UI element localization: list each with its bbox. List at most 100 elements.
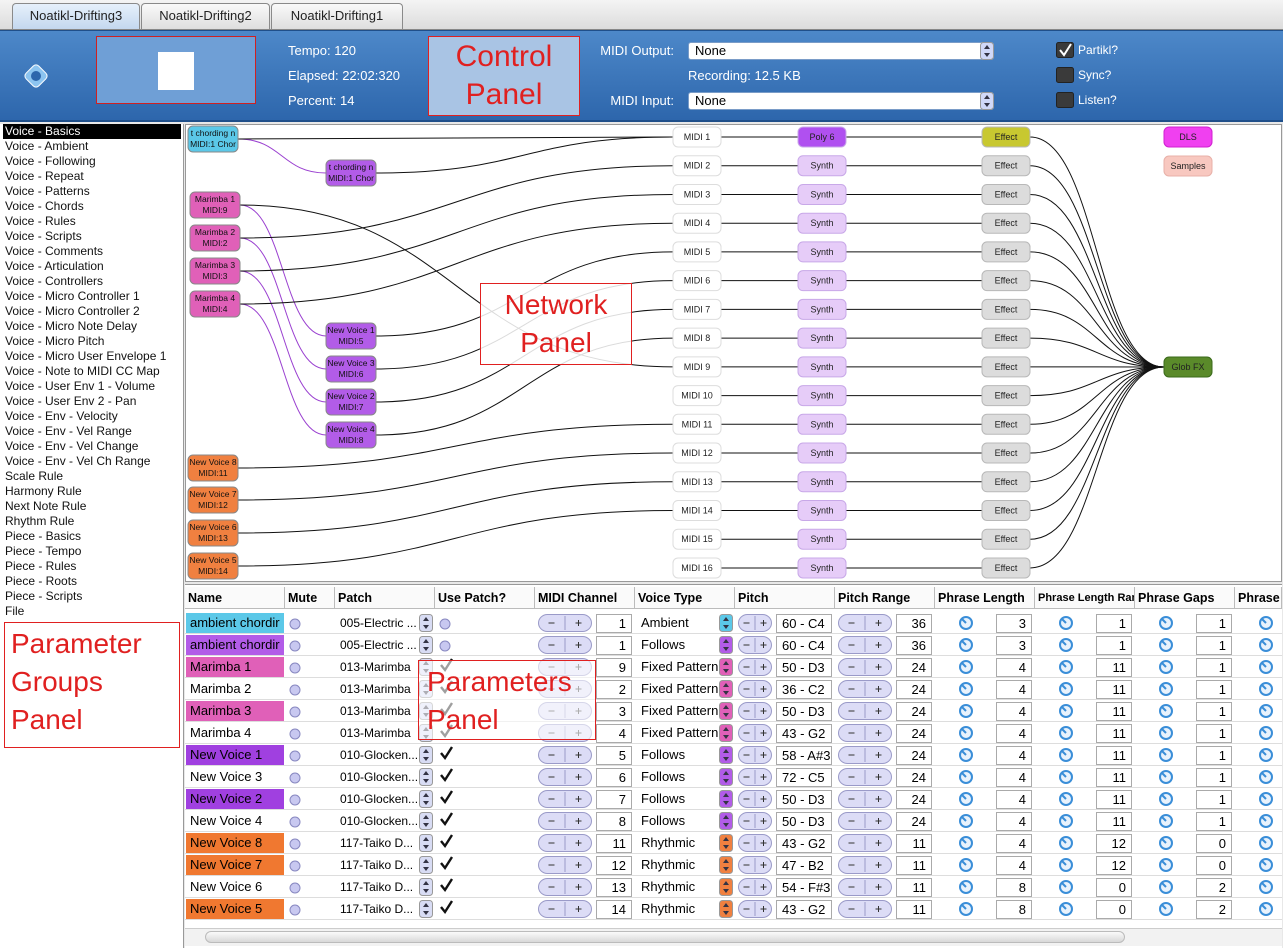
spinner[interactable] — [719, 768, 733, 786]
dial[interactable] — [1058, 813, 1074, 829]
dial[interactable] — [958, 901, 974, 917]
midi-channel[interactable]: 1 — [596, 614, 632, 633]
midi-channel-stepper[interactable] — [538, 768, 592, 786]
phrase-length-range[interactable]: 11 — [1096, 658, 1132, 677]
midi-channel-stepper[interactable] — [538, 834, 592, 852]
pitch-range[interactable]: 24 — [896, 790, 932, 809]
dial[interactable] — [1058, 857, 1074, 873]
dial[interactable] — [1258, 703, 1274, 719]
voice-name[interactable]: Marimba 4 — [186, 723, 284, 743]
pitch-range[interactable]: 11 — [896, 834, 932, 853]
spinner[interactable] — [719, 636, 733, 654]
dial[interactable] — [1258, 835, 1274, 851]
phrase-length[interactable]: 4 — [996, 658, 1032, 677]
group-item[interactable]: Voice - Env - Velocity — [5, 409, 118, 423]
dial[interactable] — [1258, 725, 1274, 741]
pitch[interactable]: 58 - A#3 — [776, 746, 832, 765]
group-item[interactable]: Voice - Controllers — [5, 274, 104, 288]
phrase-length-range[interactable]: 12 — [1096, 856, 1132, 875]
pitch[interactable]: 54 - F#3 — [776, 878, 832, 897]
mute-toggle[interactable] — [289, 837, 301, 850]
pitch-range-stepper[interactable] — [838, 702, 892, 720]
pitch-range-stepper[interactable] — [838, 636, 892, 654]
spinner[interactable] — [719, 834, 733, 852]
pitch-stepper[interactable] — [738, 702, 772, 720]
phrase-length[interactable]: 8 — [996, 900, 1032, 919]
dial[interactable] — [958, 769, 974, 785]
group-item[interactable]: Voice - Env - Vel Ch Range — [5, 454, 151, 468]
dial[interactable] — [1258, 879, 1274, 895]
phrase-gaps[interactable]: 1 — [1196, 614, 1232, 633]
pitch-range-stepper[interactable] — [838, 812, 892, 830]
mute-toggle[interactable] — [289, 903, 301, 916]
dial[interactable] — [1158, 703, 1174, 719]
group-item[interactable]: Rhythm Rule — [5, 514, 75, 528]
checkbox[interactable] — [1056, 92, 1074, 108]
dial[interactable] — [1258, 769, 1274, 785]
dial[interactable] — [1258, 681, 1274, 697]
dial[interactable] — [1258, 615, 1274, 631]
pitch-range[interactable]: 11 — [896, 856, 932, 875]
voice-name[interactable]: New Voice 7 — [186, 855, 284, 875]
phrase-length[interactable]: 4 — [996, 790, 1032, 809]
spinner[interactable] — [419, 614, 433, 632]
pitch-range-stepper[interactable] — [838, 746, 892, 764]
voice-name[interactable]: Marimba 1 — [186, 657, 284, 677]
pitch-range[interactable]: 24 — [896, 658, 932, 677]
pitch[interactable]: 60 - C4 — [776, 614, 832, 633]
pitch-stepper[interactable] — [738, 812, 772, 830]
pitch-range-stepper[interactable] — [838, 834, 892, 852]
phrase-gaps[interactable]: 1 — [1196, 790, 1232, 809]
spinner[interactable] — [980, 92, 994, 110]
voice-name[interactable]: New Voice 5 — [186, 899, 284, 919]
group-item[interactable]: Voice - Following — [5, 154, 96, 168]
group-item[interactable]: Voice - Env - Vel Change — [5, 439, 139, 453]
dial[interactable] — [1058, 901, 1074, 917]
group-item[interactable]: Voice - Chords — [5, 199, 84, 213]
group-item[interactable]: Scale Rule — [5, 469, 64, 483]
midi-channel-stepper[interactable] — [538, 614, 592, 632]
phrase-length[interactable]: 3 — [996, 614, 1032, 633]
group-item[interactable]: Voice - User Env 2 - Pan — [5, 394, 137, 408]
mute-toggle[interactable] — [289, 661, 301, 674]
dial[interactable] — [1158, 637, 1174, 653]
dial[interactable] — [1058, 791, 1074, 807]
dial[interactable] — [1058, 615, 1074, 631]
tab[interactable]: Noatikl-Drifting2 — [141, 3, 270, 29]
group-item[interactable]: Harmony Rule — [5, 484, 82, 498]
dial[interactable] — [1258, 637, 1274, 653]
use-patch-check[interactable] — [439, 812, 455, 828]
pitch-range-stepper[interactable] — [838, 680, 892, 698]
scrollbar-thumb[interactable] — [205, 931, 1125, 943]
pitch-stepper[interactable] — [738, 768, 772, 786]
midi-channel[interactable]: 12 — [596, 856, 632, 875]
dial[interactable] — [1258, 901, 1274, 917]
voice-name[interactable]: New Voice 8 — [186, 833, 284, 853]
dial[interactable] — [1058, 725, 1074, 741]
pitch-range-stepper[interactable] — [838, 878, 892, 896]
pitch-stepper[interactable] — [738, 856, 772, 874]
pitch-stepper[interactable] — [738, 658, 772, 676]
phrase-length[interactable]: 4 — [996, 856, 1032, 875]
column-header[interactable]: Mute — [285, 587, 335, 609]
phrase-gaps[interactable]: 1 — [1196, 812, 1232, 831]
phrase-length[interactable]: 4 — [996, 724, 1032, 743]
voice-name[interactable]: New Voice 3 — [186, 767, 284, 787]
phrase-length[interactable]: 4 — [996, 834, 1032, 853]
dial[interactable] — [958, 857, 974, 873]
spinner[interactable] — [719, 812, 733, 830]
pitch[interactable]: 50 - D3 — [776, 790, 832, 809]
group-item[interactable]: Next Note Rule — [5, 499, 87, 513]
phrase-length-range[interactable]: 11 — [1096, 768, 1132, 787]
mute-toggle[interactable] — [289, 617, 301, 630]
dial[interactable] — [1158, 747, 1174, 763]
pitch[interactable]: 47 - B2 — [776, 856, 832, 875]
dial[interactable] — [1258, 857, 1274, 873]
dial[interactable] — [1258, 747, 1274, 763]
dial[interactable] — [958, 615, 974, 631]
dial[interactable] — [1058, 681, 1074, 697]
midi-channel[interactable]: 2 — [596, 680, 632, 699]
mute-toggle[interactable] — [289, 727, 301, 740]
pitch-range[interactable]: 24 — [896, 702, 932, 721]
pitch-stepper[interactable] — [738, 680, 772, 698]
